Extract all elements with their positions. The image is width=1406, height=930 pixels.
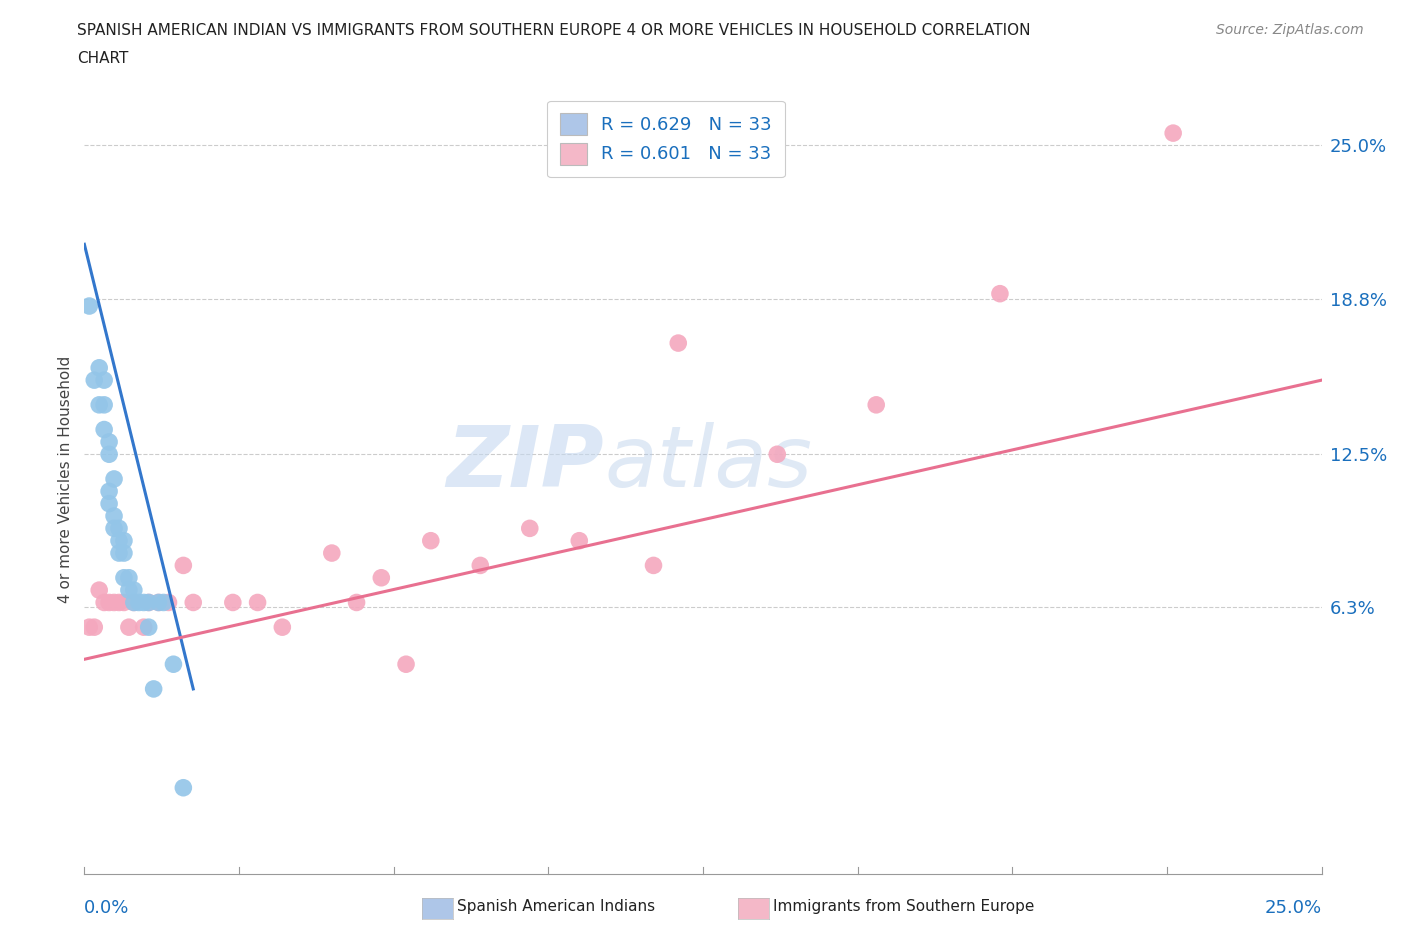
Point — [79, 619, 101, 634]
Point — [98, 497, 121, 512]
Point — [1161, 126, 1184, 140]
Point — [112, 533, 135, 548]
Point — [132, 595, 155, 610]
Point — [118, 570, 141, 585]
Y-axis label: 4 or more Vehicles in Household: 4 or more Vehicles in Household — [58, 355, 73, 603]
Point — [103, 472, 125, 486]
Point — [519, 521, 541, 536]
Point — [666, 336, 689, 351]
Point — [93, 397, 115, 412]
Point — [98, 484, 121, 498]
Point — [112, 595, 135, 610]
Text: CHART: CHART — [77, 51, 129, 66]
Point — [103, 595, 125, 610]
Text: Spanish American Indians: Spanish American Indians — [457, 899, 655, 914]
Point — [395, 657, 418, 671]
Point — [112, 546, 135, 561]
Text: SPANISH AMERICAN INDIAN VS IMMIGRANTS FROM SOUTHERN EUROPE 4 OR MORE VEHICLES IN: SPANISH AMERICAN INDIAN VS IMMIGRANTS FR… — [77, 23, 1031, 38]
Point — [152, 595, 174, 610]
Point — [128, 595, 150, 610]
Point — [83, 619, 105, 634]
Point — [93, 373, 115, 388]
Point — [568, 533, 591, 548]
Point — [79, 299, 101, 313]
Point — [172, 780, 194, 795]
Point — [98, 434, 121, 449]
Point — [122, 595, 145, 610]
Point — [148, 595, 170, 610]
Point — [172, 558, 194, 573]
Point — [122, 583, 145, 598]
Point — [98, 446, 121, 461]
Point — [108, 595, 131, 610]
Point — [157, 595, 180, 610]
Point — [138, 595, 160, 610]
Point — [246, 595, 269, 610]
Point — [122, 595, 145, 610]
Point — [112, 570, 135, 585]
Point — [103, 509, 125, 524]
Point — [419, 533, 441, 548]
Point — [89, 583, 111, 598]
Text: atlas: atlas — [605, 421, 813, 505]
Point — [118, 619, 141, 634]
Point — [346, 595, 368, 610]
Text: 25.0%: 25.0% — [1264, 899, 1322, 917]
Point — [89, 360, 111, 375]
Point — [132, 619, 155, 634]
Point — [865, 397, 887, 412]
Point — [118, 583, 141, 598]
Point — [108, 521, 131, 536]
Point — [93, 595, 115, 610]
Point — [643, 558, 665, 573]
Text: Source: ZipAtlas.com: Source: ZipAtlas.com — [1216, 23, 1364, 37]
Point — [148, 595, 170, 610]
Point — [83, 373, 105, 388]
Point — [142, 682, 165, 697]
Point — [138, 619, 160, 634]
Point — [103, 521, 125, 536]
Point — [108, 533, 131, 548]
Point — [93, 422, 115, 437]
Point — [321, 546, 343, 561]
Legend: R = 0.629   N = 33, R = 0.601   N = 33: R = 0.629 N = 33, R = 0.601 N = 33 — [547, 100, 785, 178]
Point — [222, 595, 245, 610]
Text: Immigrants from Southern Europe: Immigrants from Southern Europe — [773, 899, 1035, 914]
Text: ZIP: ZIP — [446, 421, 605, 505]
Text: 0.0%: 0.0% — [84, 899, 129, 917]
Point — [89, 397, 111, 412]
Point — [108, 546, 131, 561]
Point — [271, 619, 294, 634]
Point — [98, 595, 121, 610]
Point — [766, 446, 789, 461]
Point — [988, 286, 1011, 301]
Point — [370, 570, 392, 585]
Point — [162, 657, 184, 671]
Point — [470, 558, 492, 573]
Point — [138, 595, 160, 610]
Point — [181, 595, 204, 610]
